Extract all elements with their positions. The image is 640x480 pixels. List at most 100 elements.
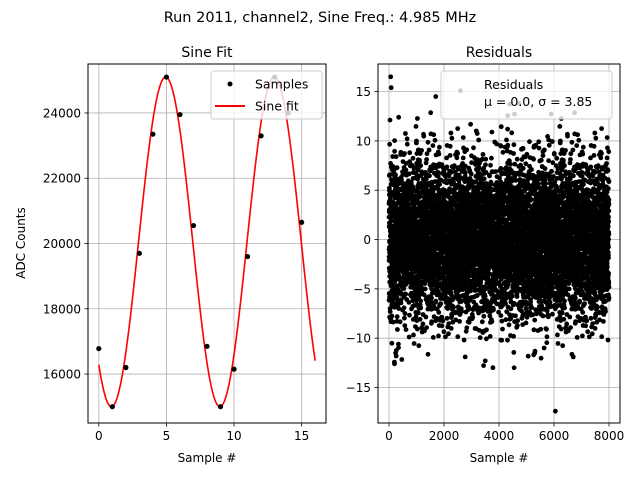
x-tick-label: 15 xyxy=(294,429,309,443)
residual-point xyxy=(446,321,452,327)
residual-point xyxy=(394,165,400,171)
residual-point xyxy=(460,135,466,141)
residual-point xyxy=(446,331,451,337)
residual-point xyxy=(422,281,428,286)
residual-point xyxy=(462,354,468,360)
residual-point xyxy=(520,165,526,171)
residual-point xyxy=(476,137,482,143)
residual-point xyxy=(392,148,397,154)
residual-point xyxy=(498,143,504,149)
residual-point xyxy=(433,298,439,304)
residual-point xyxy=(449,169,454,175)
residual-point xyxy=(413,124,419,129)
residual-point xyxy=(444,164,450,170)
y-tick-label: 20000 xyxy=(43,237,81,251)
sample-point xyxy=(136,250,142,256)
residual-point xyxy=(444,155,449,161)
residual-point xyxy=(441,329,447,335)
residual-point xyxy=(395,327,400,332)
residual-point xyxy=(426,147,432,153)
residual-point xyxy=(487,334,493,339)
residual-point xyxy=(451,176,457,182)
residual-point xyxy=(498,313,504,318)
residual-point xyxy=(402,315,407,321)
sine-fit-y-axis-label: ADC Counts xyxy=(14,207,28,279)
residual-point xyxy=(498,124,504,130)
residual-point xyxy=(396,341,401,347)
residual-point xyxy=(432,137,438,143)
legend-sine-fit-label: Sine fit xyxy=(255,99,299,114)
residual-point xyxy=(453,317,459,323)
residual-point xyxy=(406,300,412,305)
residual-point xyxy=(449,313,455,319)
residual-point xyxy=(498,166,504,171)
sine-fit-title: Sine Fit xyxy=(181,45,233,61)
residual-point xyxy=(439,314,445,320)
sine-fit-data xyxy=(96,74,316,410)
sample-point xyxy=(123,364,129,371)
residual-point xyxy=(389,340,395,346)
residual-point xyxy=(424,157,429,162)
residual-point xyxy=(520,146,526,152)
residual-point xyxy=(414,287,420,293)
residual-point xyxy=(513,313,518,319)
residual-point xyxy=(462,170,468,176)
residual-point xyxy=(418,298,423,304)
residual-point xyxy=(422,286,428,292)
residual-point xyxy=(396,345,401,351)
residuals-plot: Residuals 0 2000 4000 6000 8000−15−10−505101… xyxy=(346,45,625,465)
residual-point xyxy=(428,110,434,116)
residual-point xyxy=(406,334,412,340)
residual-point xyxy=(430,335,436,340)
residual-point xyxy=(393,353,399,359)
residual-point xyxy=(424,151,430,157)
sample-point xyxy=(163,74,170,80)
residual-point xyxy=(403,291,409,297)
residual-point xyxy=(505,142,511,148)
residual-point xyxy=(397,319,403,325)
sample-point xyxy=(204,343,210,349)
sine-fit-x-axis-label: Sample # xyxy=(178,451,237,465)
residual-point xyxy=(505,126,510,132)
residual-point xyxy=(406,171,412,177)
residual-point xyxy=(489,319,495,324)
sample-point xyxy=(244,253,251,260)
x-tick-label: 0 xyxy=(95,429,103,443)
sine-fit-grid xyxy=(88,64,326,423)
sine-fit-legend: Samples Sine fit xyxy=(210,70,323,120)
residual-point xyxy=(427,173,432,179)
sample-point xyxy=(177,111,183,118)
residual-point xyxy=(484,327,489,333)
residual-point xyxy=(393,154,399,160)
residuals-data xyxy=(386,74,612,414)
residual-point xyxy=(410,155,416,161)
residual-point xyxy=(447,190,452,196)
residual-point xyxy=(424,325,429,330)
residual-point xyxy=(436,333,441,339)
residual-point xyxy=(491,307,496,313)
residual-point xyxy=(455,151,460,156)
residual-point xyxy=(464,325,470,331)
residual-point xyxy=(505,337,510,343)
y-tick-label: 22000 xyxy=(43,172,81,186)
residual-point xyxy=(415,326,420,332)
residual-point xyxy=(415,310,421,316)
residual-point xyxy=(393,202,399,208)
residual-point xyxy=(398,291,404,297)
residual-point xyxy=(396,114,402,120)
y-tick-label: 24000 xyxy=(43,106,81,120)
residual-point xyxy=(457,319,462,324)
x-tick-label: 10 xyxy=(226,429,241,443)
residual-point xyxy=(419,148,424,153)
residual-point xyxy=(396,306,402,311)
sample-point xyxy=(299,219,305,225)
residual-point xyxy=(488,162,493,168)
residual-point xyxy=(481,313,487,319)
residual-point xyxy=(403,327,409,332)
residual-point xyxy=(500,149,506,155)
residual-point xyxy=(438,301,444,306)
residual-point xyxy=(481,363,486,368)
residual-point xyxy=(455,334,461,340)
